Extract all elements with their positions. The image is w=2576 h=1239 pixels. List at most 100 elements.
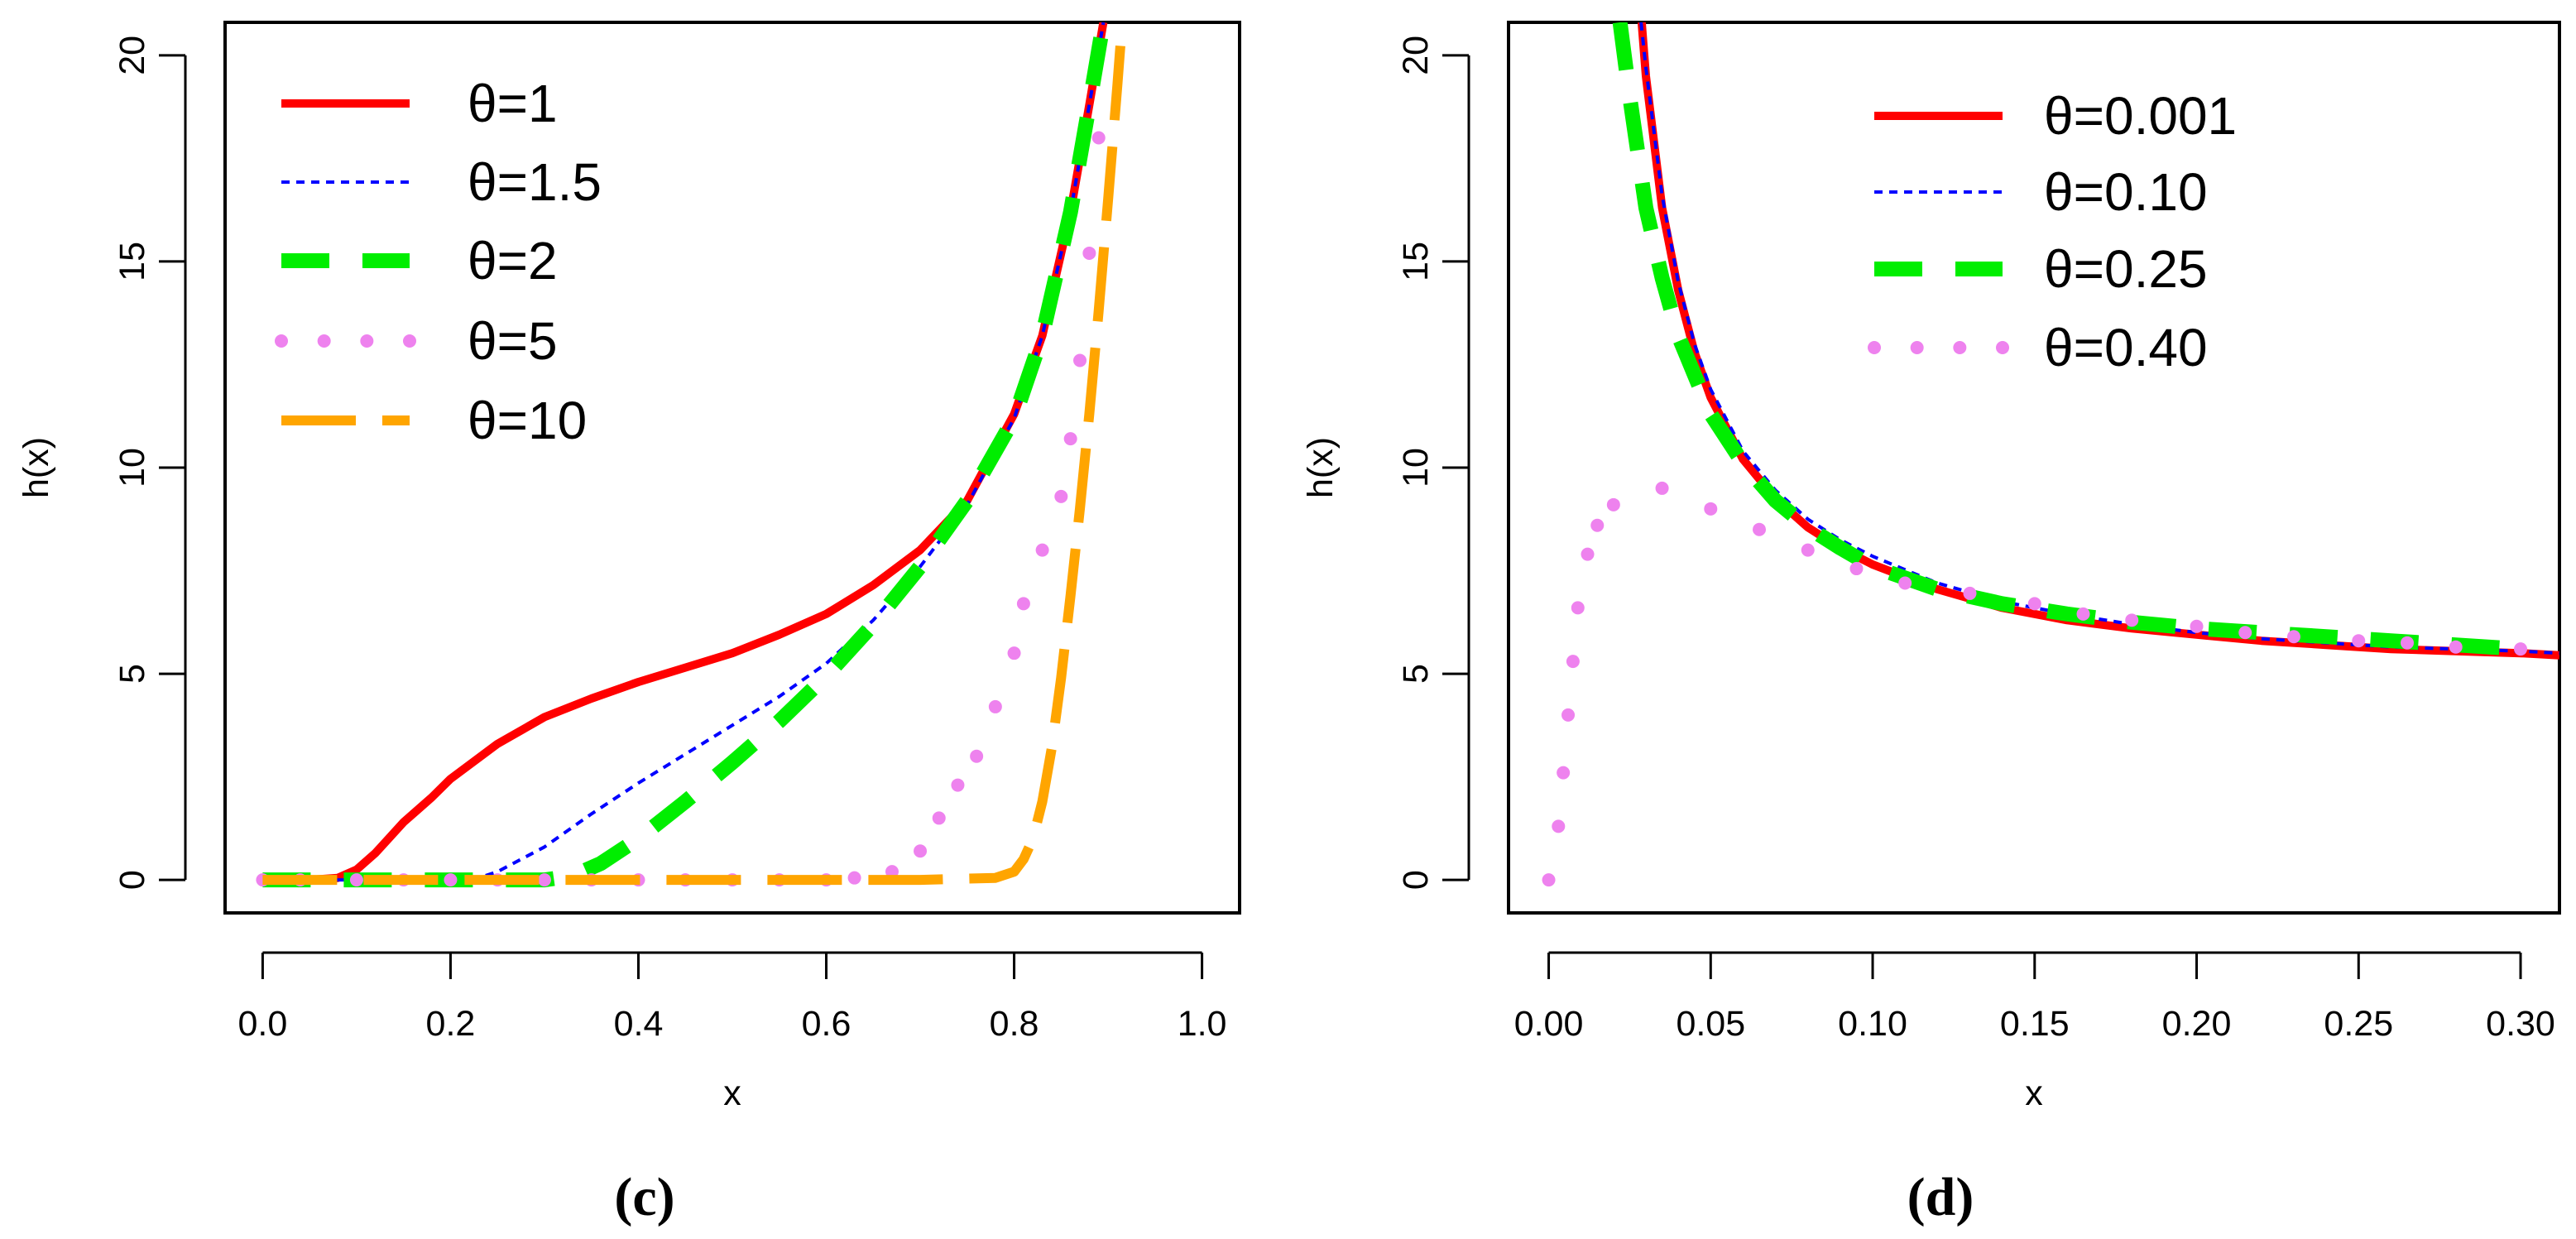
legend-label: θ=1	[468, 74, 558, 133]
series-4-point	[1552, 819, 1566, 833]
x-axis-label: x	[723, 1073, 741, 1113]
legend-swatch-point	[360, 334, 374, 348]
series-4-point	[1091, 131, 1106, 145]
y-tick-label: 10	[113, 448, 152, 487]
series-4-point	[2076, 607, 2090, 621]
x-tick-label: 0.10	[1838, 1004, 1907, 1044]
series-4-point	[1963, 586, 1977, 600]
series-4-point	[914, 844, 928, 858]
series-4-points	[1542, 481, 2528, 887]
legend-swatch-point	[1910, 341, 1924, 354]
series-4-point	[1054, 489, 1068, 503]
series-4-point	[1542, 873, 1556, 887]
legend-swatch-point	[275, 334, 288, 348]
series-4-point	[349, 873, 363, 887]
legend-swatch-point	[403, 334, 416, 348]
series-2-line	[262, 22, 1106, 882]
series-4-point	[2125, 613, 2139, 627]
y-tick-label: 0	[1396, 870, 1436, 890]
series-4-point	[1557, 766, 1571, 780]
legend-label: θ=5	[468, 311, 558, 371]
x-tick-label: 0.30	[2486, 1004, 2555, 1044]
series-4-point	[1035, 543, 1049, 557]
plot-frame	[1507, 21, 2561, 915]
plot-data-area	[1542, 22, 2559, 887]
series-4-point	[2238, 626, 2252, 640]
series-4-point	[951, 778, 965, 792]
series-3-line	[1612, 22, 2521, 657]
legend-label: θ=2	[468, 231, 558, 291]
x-tick-label: 0.15	[2000, 1004, 2070, 1044]
y-tick-label: 0	[113, 870, 152, 890]
y-axis-label: h(x)	[1301, 437, 1341, 498]
y-tick-label: 5	[113, 664, 152, 684]
series-4-point	[2449, 640, 2463, 654]
y-tick-label: 10	[1396, 448, 1436, 487]
x-tick-label: 0.05	[1676, 1004, 1745, 1044]
series-4-point	[1073, 353, 1087, 367]
legend-label: θ=10	[468, 391, 587, 450]
series-4-point	[537, 873, 551, 887]
x-tick-label: 0.00	[1514, 1004, 1584, 1044]
legend: θ=0.001 θ=0.10 θ=0.25 θ=0.40	[1868, 86, 2237, 377]
series-4-point	[970, 749, 984, 763]
series-4-point	[1753, 522, 1767, 536]
series-4-point	[1063, 432, 1077, 446]
x-tick-label: 0.2	[426, 1004, 476, 1044]
series-4-point	[847, 871, 861, 885]
series-4-point	[2514, 642, 2528, 656]
series-4-point	[2027, 597, 2041, 611]
legend-label: θ=0.001	[2044, 86, 2237, 146]
series-4-point	[1016, 597, 1030, 611]
series-4-point	[1704, 502, 1718, 516]
legend-label: θ=1.5	[468, 152, 602, 212]
series-4-point	[1581, 547, 1595, 561]
plot-data-area	[256, 22, 1128, 888]
plot-frame	[223, 21, 1241, 915]
series-4-point	[2352, 634, 2366, 648]
series-4-point	[444, 873, 458, 887]
legend: θ=1 θ=1.5 θ=2 θ=5 θ=10	[275, 74, 602, 450]
y-tick-label: 20	[113, 36, 152, 75]
x-tick-label: 0.20	[2162, 1004, 2232, 1044]
series-4-point	[988, 699, 1002, 713]
series-4-point	[1571, 601, 1585, 615]
legend-label: θ=0.40	[2044, 318, 2208, 377]
y-tick-label: 20	[1396, 36, 1436, 75]
legend-label: θ=0.10	[2044, 162, 2208, 222]
legend-swatch-point	[1996, 341, 2009, 354]
series-4-points	[256, 131, 1106, 887]
y-tick-label: 15	[1396, 242, 1436, 281]
series-4-point	[1007, 646, 1021, 660]
series-4-point	[1590, 518, 1605, 532]
series-4-point	[1898, 576, 1912, 590]
series-4-point	[1082, 246, 1096, 260]
series-3-line	[262, 22, 1111, 888]
legend-swatch-point	[317, 334, 331, 348]
series-4-point	[2400, 636, 2414, 650]
series-4-point	[932, 811, 946, 825]
series-4-point	[2286, 630, 2300, 644]
series-4-point	[2190, 619, 2204, 633]
y-axis-label: h(x)	[17, 437, 56, 498]
x-tick-label: 0.6	[802, 1004, 851, 1044]
x-tick-label: 0.8	[990, 1004, 1039, 1044]
series-4-point	[1561, 708, 1576, 722]
x-tick-label: 0.0	[238, 1004, 288, 1044]
x-tick-label: 0.25	[2324, 1004, 2393, 1044]
panel-label: (c)	[614, 1167, 674, 1227]
legend-label: θ=0.25	[2044, 239, 2208, 299]
series-4-point	[1849, 562, 1864, 576]
series-4-point	[1606, 497, 1620, 511]
series-5-line	[262, 22, 1128, 886]
panel-c: 0.0 0.2 0.4 0.6 0.8 1.005101520xh(x)θ=1θ=1.5θ…	[17, 21, 1241, 1227]
panel-label: (d)	[1907, 1167, 1974, 1227]
x-tick-label: 0.4	[614, 1004, 664, 1044]
y-tick-label: 15	[113, 242, 152, 281]
legend-swatch-point	[1953, 341, 1967, 354]
x-axis-label: x	[2025, 1073, 2043, 1113]
x-tick-label: 1.0	[1178, 1004, 1227, 1044]
series-4-point	[1801, 543, 1815, 557]
series-4-point	[1566, 655, 1580, 669]
